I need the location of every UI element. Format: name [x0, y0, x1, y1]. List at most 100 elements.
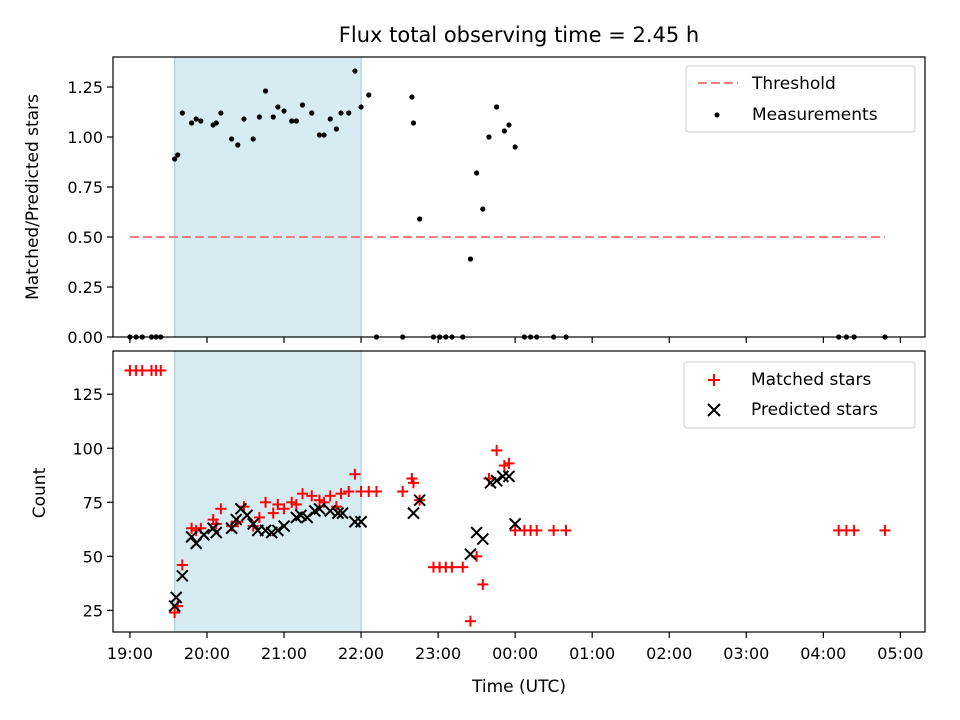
measurement-point: [494, 104, 500, 110]
observing-window-span: [174, 350, 362, 633]
predicted-stars-point: [336, 506, 349, 520]
measurement-point: [256, 114, 262, 120]
predicted-stars-point: [247, 517, 260, 531]
legend-matched-swatch: [708, 374, 720, 386]
matched-stars-point: [548, 524, 560, 536]
matched-stars-point: [477, 578, 489, 590]
measurement-point: [293, 118, 299, 124]
measurement-point: [327, 116, 333, 122]
bottom-panel-frame: [112, 350, 926, 633]
measurement-point: [467, 256, 474, 262]
matched-stars-point: [370, 486, 382, 497]
matched-stars-point: [879, 524, 891, 536]
legend-threshold-label: Threshold: [751, 74, 836, 94]
measurement-point: [338, 110, 344, 116]
x-tick-label: 22:00: [338, 644, 384, 663]
matched-stars-point: [169, 607, 181, 619]
predicted-stars-point: [502, 470, 516, 483]
matched-stars-point: [407, 477, 419, 489]
matched-stars-point: [343, 486, 355, 497]
legend-measurements-swatch: [714, 112, 720, 118]
y-tick-label: 0.75: [67, 178, 103, 197]
measurement-point: [179, 110, 185, 116]
x-tick-label: 23:00: [415, 644, 461, 663]
matched-stars-point: [531, 524, 543, 536]
measurement-point: [175, 152, 181, 158]
measurement-point: [474, 170, 480, 176]
matched-stars-point: [397, 486, 409, 497]
matched-stars-point: [267, 507, 279, 519]
predicted-stars-point: [225, 522, 238, 535]
matched-stars-point: [503, 457, 515, 469]
x-tick-label: 03:00: [723, 644, 769, 663]
observing-window-span: [174, 56, 362, 338]
top-panel-frame: [112, 56, 926, 338]
measurement-point: [366, 92, 372, 98]
matched-stars-point: [848, 524, 860, 536]
measurement-point: [172, 156, 178, 162]
measurement-point: [229, 136, 235, 142]
predicted-stars-point: [240, 509, 254, 522]
matched-stars-point: [560, 524, 572, 536]
predicted-stars-point: [230, 513, 243, 526]
matched-stars-point: [297, 488, 309, 500]
measurement-point: [346, 110, 352, 116]
measurement-point: [188, 120, 195, 126]
measurement-point: [275, 104, 281, 110]
legend-measurements-label: Measurements: [752, 105, 878, 125]
legend-matched-label: Matched stars: [751, 370, 871, 390]
predicted-stars-point: [176, 569, 189, 583]
predicted-stars-point: [331, 506, 345, 520]
matched-stars-point: [324, 490, 336, 502]
legend-predicted-swatch: [707, 403, 721, 417]
measurement-point: [309, 110, 315, 116]
measurement-point: [270, 114, 276, 120]
predicted-stars-point: [277, 519, 291, 533]
predicted-stars-point: [210, 526, 223, 539]
matched-stars-point: [215, 503, 227, 515]
measurement-point: [506, 122, 512, 128]
measurement-point: [213, 120, 219, 126]
predicted-stars-point: [185, 530, 198, 544]
predicted-stars-point: [508, 517, 522, 531]
y-tick-label: 1.25: [67, 78, 103, 97]
x-tick-label: 04:00: [800, 644, 846, 663]
matched-stars-point: [464, 615, 476, 627]
measurement-point: [281, 108, 287, 114]
x-tick-label: 01:00: [569, 644, 615, 663]
measurement-point: [358, 104, 364, 110]
matched-stars-point: [226, 520, 238, 532]
y-tick-label: 100: [72, 439, 103, 458]
measurement-point: [512, 144, 518, 150]
measurement-point: [501, 128, 507, 134]
measurement-point: [409, 94, 415, 100]
measurement-point: [480, 206, 486, 212]
y-tick-label: 25: [83, 601, 103, 620]
predicted-stars-point: [464, 547, 477, 561]
matched-stars-point: [335, 488, 347, 500]
measurement-point: [198, 118, 204, 124]
predicted-stars-point: [490, 474, 503, 487]
x-tick-label: 21:00: [261, 644, 307, 663]
x-tick-label: 02:00: [646, 644, 692, 663]
y-tick-label: 0.50: [67, 228, 103, 247]
y-tick-label: 0.25: [67, 278, 103, 297]
y-tick-label: 75: [83, 493, 103, 512]
matched-stars-point: [155, 364, 167, 376]
measurement-point: [262, 88, 269, 94]
measurement-point: [321, 132, 327, 138]
matched-stars-point: [491, 444, 503, 456]
matched-stars-point: [260, 496, 272, 508]
predicted-stars-point: [197, 528, 211, 541]
top-legend: Threshold Measurements: [685, 65, 916, 133]
matched-stars-point: [306, 490, 318, 502]
measurement-point: [486, 134, 492, 140]
measurement-point: [235, 142, 241, 148]
y-tick-label: 125: [72, 385, 103, 404]
bottom-legend: Matched stars Predicted stars: [683, 361, 916, 429]
measurement-point: [218, 110, 224, 116]
matched-stars-point: [272, 498, 284, 510]
measurement-point: [193, 116, 199, 122]
x-tick-label: 00:00: [492, 644, 538, 663]
